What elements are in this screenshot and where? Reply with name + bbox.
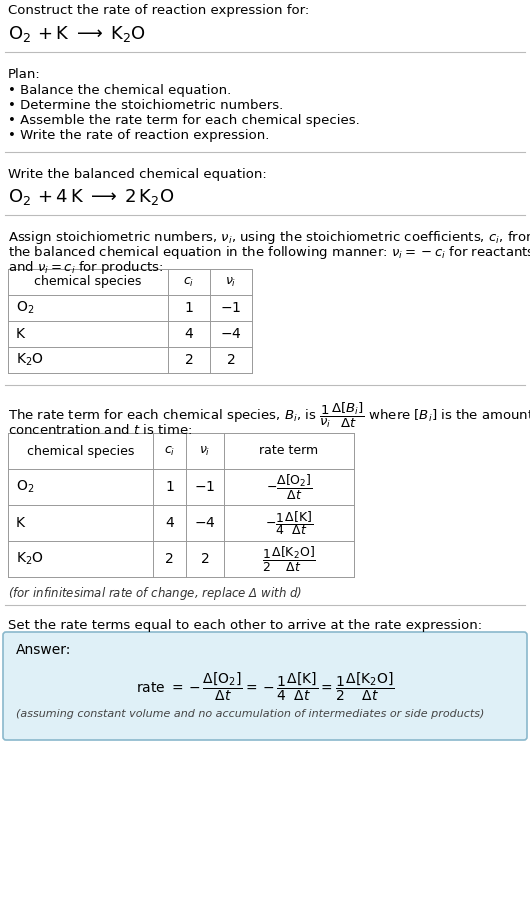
Text: rate term: rate term [260, 444, 319, 458]
Text: (assuming constant volume and no accumulation of intermediates or side products): (assuming constant volume and no accumul… [16, 709, 484, 719]
Text: 2: 2 [201, 552, 209, 566]
Text: • Write the rate of reaction expression.: • Write the rate of reaction expression. [8, 129, 269, 142]
Text: $-4$: $-4$ [194, 516, 216, 530]
Text: K: K [16, 327, 25, 341]
Text: K: K [16, 516, 25, 530]
Text: $-1$: $-1$ [220, 301, 242, 315]
Text: • Balance the chemical equation.: • Balance the chemical equation. [8, 84, 231, 97]
Text: 4: 4 [165, 516, 174, 530]
Text: $\mathrm{O_2}$: $\mathrm{O_2}$ [16, 299, 34, 316]
Text: 2: 2 [227, 353, 235, 367]
Text: $-4$: $-4$ [220, 327, 242, 341]
Text: chemical species: chemical species [27, 444, 134, 458]
Text: $\mathrm{O_2}$$\,+\mathrm{K}\;\longrightarrow\;\mathrm{K_2O}$: $\mathrm{O_2}$$\,+\mathrm{K}\;\longright… [8, 24, 146, 44]
Text: $\mathrm{O_2}$: $\mathrm{O_2}$ [16, 479, 34, 495]
Text: $\mathrm{O_2}$$\,+4\,\mathrm{K}\;\longrightarrow\;2\,\mathrm{K_2O}$: $\mathrm{O_2}$$\,+4\,\mathrm{K}\;\longri… [8, 187, 174, 207]
Text: $\mathrm{K_2O}$: $\mathrm{K_2O}$ [16, 352, 44, 369]
Text: • Determine the stoichiometric numbers.: • Determine the stoichiometric numbers. [8, 99, 283, 112]
Text: concentration and $t$ is time:: concentration and $t$ is time: [8, 423, 192, 437]
Text: Set the rate terms equal to each other to arrive at the rate expression:: Set the rate terms equal to each other t… [8, 619, 482, 632]
Text: $-\dfrac{1}{4}\dfrac{\Delta[\mathrm{K}]}{\Delta t}$: $-\dfrac{1}{4}\dfrac{\Delta[\mathrm{K}]}… [265, 509, 313, 537]
Text: $c_i$: $c_i$ [183, 276, 195, 288]
Text: Construct the rate of reaction expression for:: Construct the rate of reaction expressio… [8, 4, 309, 17]
Text: The rate term for each chemical species, $B_i$, is $\dfrac{1}{\nu_i}\dfrac{\Delt: The rate term for each chemical species,… [8, 401, 530, 430]
Text: $\mathrm{K_2O}$: $\mathrm{K_2O}$ [16, 551, 44, 567]
Text: (for infinitesimal rate of change, replace Δ with $d$): (for infinitesimal rate of change, repla… [8, 585, 302, 602]
Text: 2: 2 [165, 552, 174, 566]
Text: Assign stoichiometric numbers, $\nu_i$, using the stoichiometric coefficients, $: Assign stoichiometric numbers, $\nu_i$, … [8, 229, 530, 246]
Text: $\nu_i$: $\nu_i$ [225, 276, 237, 288]
Text: and $\nu_i = c_i$ for products:: and $\nu_i = c_i$ for products: [8, 259, 164, 276]
Text: $c_i$: $c_i$ [164, 444, 175, 458]
Text: $\nu_i$: $\nu_i$ [199, 444, 211, 458]
Text: 4: 4 [184, 327, 193, 341]
Text: $-\dfrac{\Delta[\mathrm{O_2}]}{\Delta t}$: $-\dfrac{\Delta[\mathrm{O_2}]}{\Delta t}… [266, 472, 312, 501]
Text: Answer:: Answer: [16, 643, 72, 657]
Text: 1: 1 [184, 301, 193, 315]
Text: • Assemble the rate term for each chemical species.: • Assemble the rate term for each chemic… [8, 114, 360, 127]
FancyBboxPatch shape [3, 632, 527, 740]
Text: Write the balanced chemical equation:: Write the balanced chemical equation: [8, 168, 267, 181]
Text: the balanced chemical equation in the following manner: $\nu_i = -c_i$ for react: the balanced chemical equation in the fo… [8, 244, 530, 261]
Text: $\dfrac{1}{2}\dfrac{\Delta[\mathrm{K_2O}]}{\Delta t}$: $\dfrac{1}{2}\dfrac{\Delta[\mathrm{K_2O}… [262, 544, 316, 573]
Text: 1: 1 [165, 480, 174, 494]
Text: $-1$: $-1$ [195, 480, 216, 494]
Text: rate $= -\dfrac{\Delta[\mathrm{O_2}]}{\Delta t} = -\dfrac{1}{4}\dfrac{\Delta[\ma: rate $= -\dfrac{\Delta[\mathrm{O_2}]}{\D… [136, 671, 394, 703]
Text: Plan:: Plan: [8, 68, 41, 81]
Text: chemical species: chemical species [34, 276, 142, 288]
Text: 2: 2 [184, 353, 193, 367]
